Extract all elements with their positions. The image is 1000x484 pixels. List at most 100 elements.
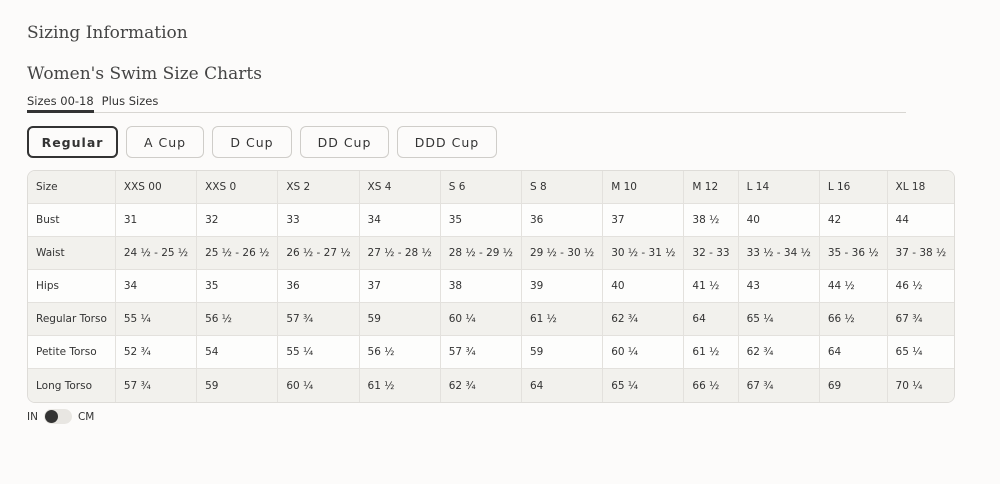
- table-cell: 61 ½: [359, 369, 441, 402]
- table-cell: 35 - 36 ½: [819, 237, 888, 270]
- table-row: Waist 24 ½ - 25 ½ 25 ½ - 26 ½ 26 ½ - 27 ½ 27…: [28, 237, 955, 270]
- header-cell: M 12: [684, 171, 739, 204]
- cup-selector: Regular A Cup D Cup DD Cup DDD Cup: [27, 126, 497, 158]
- table-cell: 52 ¾: [115, 336, 198, 369]
- table-cell: 66 ½: [819, 303, 888, 336]
- header-cell: Size: [28, 171, 116, 204]
- table-cell: 62 ¾: [440, 369, 522, 402]
- table-cell: 28 ½ - 29 ½: [440, 237, 522, 270]
- table-cell: 70 ¼: [887, 369, 955, 402]
- table-cell: 60 ¼: [603, 336, 685, 369]
- table-cell: 55 ¼: [278, 336, 360, 369]
- table-cell: 55 ¼: [115, 303, 198, 336]
- table-cell: 35: [440, 204, 522, 237]
- row-label: Petite Torso: [28, 336, 116, 369]
- table-cell: 57 ¾: [278, 303, 360, 336]
- table-cell: 32 - 33: [684, 237, 739, 270]
- table-cell: 64: [819, 336, 888, 369]
- table-row: Regular Torso 55 ¼ 56 ½ 57 ¾ 59 60 ¼ 61 ½ 62 ¾ 6…: [28, 303, 955, 336]
- dd-cup-button[interactable]: DD Cup: [300, 126, 389, 158]
- table-cell: 65 ¼: [603, 369, 685, 402]
- unit-cm-label: CM: [77, 410, 95, 423]
- table-cell: 60 ¼: [440, 303, 522, 336]
- table-cell: 46 ½: [887, 270, 955, 303]
- header-cell: XS 4: [359, 171, 441, 204]
- table-cell: 57 ¾: [440, 336, 522, 369]
- table-row: Bust 31 32 33 34 35 36 37 38 ½ 40 42 44: [28, 204, 955, 237]
- unit-toggle[interactable]: [43, 409, 72, 424]
- table-cell: 34: [115, 270, 198, 303]
- table-cell: 44: [887, 204, 955, 237]
- table-cell: 24 ½ - 25 ½: [115, 237, 198, 270]
- unit-toggle-group: IN CM: [27, 409, 94, 424]
- table-cell: 62 ¾: [603, 303, 685, 336]
- header-cell: XXS 00: [115, 171, 198, 204]
- table-cell: 59: [521, 336, 604, 369]
- table-cell: 41 ½: [684, 270, 739, 303]
- section-title: Women's Swim Size Charts: [27, 64, 262, 84]
- table-cell: 60 ¼: [278, 369, 360, 402]
- table-cell: 66 ½: [684, 369, 739, 402]
- header-cell: XS 2: [278, 171, 360, 204]
- row-label: Bust: [28, 204, 116, 237]
- header-cell: M 10: [603, 171, 685, 204]
- tab-plus-sizes[interactable]: Plus Sizes: [101, 94, 159, 108]
- header-cell: L 16: [819, 171, 888, 204]
- table-cell: 27 ½ - 28 ½: [359, 237, 441, 270]
- row-label: Regular Torso: [28, 303, 116, 336]
- table-cell: 42: [819, 204, 888, 237]
- table-cell: 34: [359, 204, 441, 237]
- table-cell: 30 ½ - 31 ½: [603, 237, 685, 270]
- table-cell: 69: [819, 369, 888, 402]
- row-label: Waist: [28, 237, 116, 270]
- table-cell: 31: [115, 204, 198, 237]
- table-cell: 64: [521, 369, 604, 402]
- table-cell: 57 ¾: [115, 369, 198, 402]
- table-cell: 37 - 38 ½: [887, 237, 955, 270]
- table-cell: 61 ½: [521, 303, 604, 336]
- table-cell: 43: [738, 270, 820, 303]
- header-cell: XL 18: [887, 171, 955, 204]
- table-cell: 33: [278, 204, 360, 237]
- row-label: Hips: [28, 270, 116, 303]
- table-row: Petite Torso 52 ¾ 54 55 ¼ 56 ½ 57 ¾ 59 60 ¼ 61 ½…: [28, 336, 955, 369]
- header-cell: L 14: [738, 171, 820, 204]
- table-cell: 36: [521, 204, 604, 237]
- a-cup-button[interactable]: A Cup: [126, 126, 204, 158]
- table-cell: 59: [359, 303, 441, 336]
- table-cell: 25 ½ - 26 ½: [197, 237, 279, 270]
- table-cell: 33 ½ - 34 ½: [738, 237, 820, 270]
- header-cell: S 6: [440, 171, 522, 204]
- header-cell: S 8: [521, 171, 604, 204]
- table-cell: 56 ½: [359, 336, 441, 369]
- tab-sizes-00-18[interactable]: Sizes 00-18: [27, 94, 94, 113]
- page-title: Sizing Information: [27, 23, 188, 43]
- table-cell: 37: [359, 270, 441, 303]
- toggle-knob: [44, 410, 58, 423]
- table-row: Hips 34 35 36 37 38 39 40 41 ½ 43 44 ½ 46 ½: [28, 270, 955, 303]
- table-row: Long Torso 57 ¾ 59 60 ¼ 61 ½ 62 ¾ 64 65 ¼ 66 ½ 67…: [28, 369, 955, 402]
- table-cell: 67 ¾: [738, 369, 820, 402]
- table-cell: 39: [521, 270, 604, 303]
- table-cell: 65 ¼: [887, 336, 955, 369]
- table-cell: 40: [603, 270, 685, 303]
- d-cup-button[interactable]: D Cup: [212, 126, 292, 158]
- table-cell: 62 ¾: [738, 336, 820, 369]
- table-cell: 59: [197, 369, 279, 402]
- table-cell: 37: [603, 204, 685, 237]
- row-label: Long Torso: [28, 369, 116, 402]
- table-cell: 38: [440, 270, 522, 303]
- table-cell: 29 ½ - 30 ½: [521, 237, 604, 270]
- table-cell: 54: [197, 336, 279, 369]
- table-cell: 61 ½: [684, 336, 739, 369]
- regular-button[interactable]: Regular: [27, 126, 118, 158]
- table-cell: 56 ½: [197, 303, 279, 336]
- table-cell: 35: [197, 270, 279, 303]
- size-range-tabs: Sizes 00-18 Plus Sizes: [27, 94, 906, 113]
- ddd-cup-button[interactable]: DDD Cup: [397, 126, 497, 158]
- table-cell: 40: [738, 204, 820, 237]
- table-cell: 44 ½: [819, 270, 888, 303]
- table-cell: 38 ½: [684, 204, 739, 237]
